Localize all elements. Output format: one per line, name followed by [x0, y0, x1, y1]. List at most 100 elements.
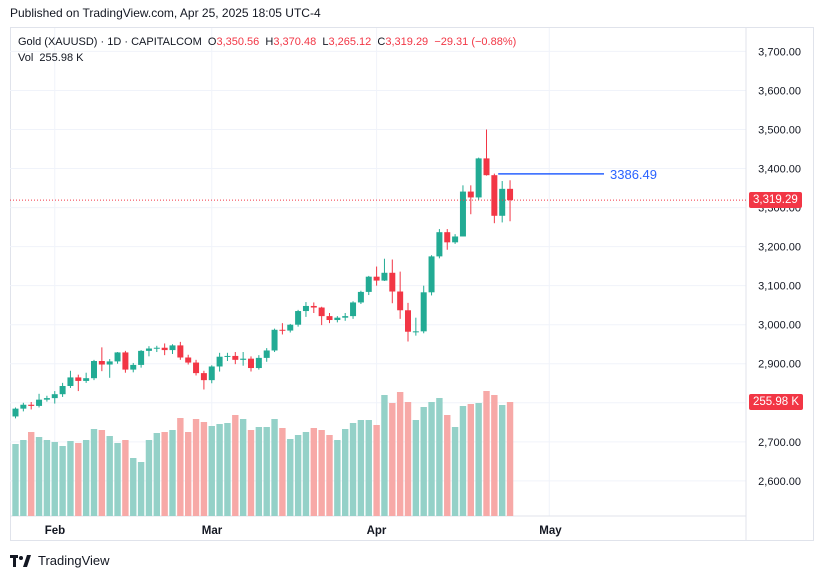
volume-bar — [224, 423, 231, 516]
y-tick-label: 3,200.00 — [758, 242, 801, 254]
candle-body — [412, 331, 419, 333]
candle-body — [373, 276, 380, 281]
candle-body — [459, 191, 466, 237]
high-value: 3,370.48 — [273, 36, 317, 48]
low-value: 3,265.12 — [328, 36, 372, 48]
volume-bar — [483, 391, 490, 516]
volume-bar — [106, 436, 113, 516]
candle-body — [491, 175, 498, 216]
volume-bar — [82, 440, 90, 516]
volume-legend: Vol 255.98 K — [18, 52, 83, 64]
chart-frame — [10, 27, 814, 541]
candle-body — [28, 404, 35, 406]
candle-body — [145, 348, 152, 351]
volume-bar — [161, 432, 168, 516]
candle-body — [130, 364, 137, 370]
volume-bar — [192, 419, 200, 516]
candle-body — [499, 188, 506, 216]
candle-body — [98, 361, 105, 365]
candle-body — [279, 329, 286, 331]
x-axis: Feb Mar Apr May — [45, 525, 563, 537]
candle-body — [169, 345, 176, 351]
volume-bar — [43, 440, 51, 516]
candle-body — [310, 305, 317, 308]
volume-bar — [255, 427, 263, 516]
volume-bar — [373, 425, 380, 516]
candle-body — [397, 291, 404, 311]
volume-tag: 255.98 K — [749, 394, 804, 410]
open-key: O — [207, 36, 217, 48]
volume-bar — [169, 430, 176, 516]
candle-body — [122, 352, 129, 370]
volume-bar — [302, 432, 310, 516]
volume-bar — [389, 403, 396, 516]
volume-bar — [208, 426, 215, 516]
candle-body — [357, 291, 364, 303]
volume-bar — [475, 403, 482, 516]
candle-body — [138, 350, 145, 365]
candle-body — [20, 404, 27, 409]
symbol-label: Gold (XAUUSD) · 1D · CAPITALCOM — [18, 36, 202, 48]
volume-bar — [506, 402, 514, 516]
candle-body — [271, 329, 278, 351]
close-key: C — [377, 36, 386, 48]
volume-bar — [310, 428, 317, 516]
candle-body — [318, 307, 325, 317]
candle-body — [240, 358, 247, 360]
candle-body — [507, 188, 514, 201]
close-value: 3,319.29 — [385, 36, 429, 48]
published-info: Published on TradingView.com, Apr 25, 20… — [10, 6, 321, 20]
volume-bar — [318, 430, 325, 516]
volume-bar — [122, 440, 129, 516]
candle-body — [475, 158, 482, 198]
volume-bar — [365, 420, 372, 516]
volume-bar — [145, 440, 153, 516]
candle-body — [365, 276, 372, 292]
candle-body — [36, 399, 43, 406]
candle-body — [114, 352, 121, 362]
volume-bar — [326, 435, 333, 516]
volume-bar — [444, 415, 451, 516]
candle-body — [232, 355, 239, 360]
y-axis: 3,700.003,600.003,500.003,400.003,300.00… — [758, 46, 801, 487]
overlays: 3386.49 — [10, 167, 746, 201]
ohlc-legend: Gold (XAUUSD) · 1D · CAPITALCOM O3,350.5… — [18, 36, 516, 48]
volume-bar — [12, 444, 19, 516]
candle-body — [153, 347, 160, 349]
candle-body — [255, 357, 262, 369]
volume-bar — [342, 429, 349, 516]
volume-bar — [114, 443, 121, 516]
candle-body — [59, 385, 66, 395]
candle-body — [75, 377, 82, 381]
candle-body — [161, 347, 168, 351]
low-key: L — [322, 36, 329, 48]
tradingview-logo-icon — [10, 554, 31, 567]
candle-body — [381, 272, 388, 281]
candle-body — [43, 398, 50, 400]
volume-bar — [428, 402, 435, 516]
volume-bar — [396, 392, 404, 516]
candle-body — [452, 236, 459, 243]
candle-body — [444, 232, 451, 243]
footer-brand[interactable]: TradingView — [10, 553, 110, 568]
candle-body — [405, 310, 411, 332]
volume-bar — [287, 439, 294, 516]
x-tick-label: Feb — [45, 525, 65, 537]
x-tick-label: Apr — [367, 525, 387, 537]
volume-bar — [334, 440, 341, 516]
volume-bar — [137, 462, 145, 516]
volume-bar — [216, 424, 223, 516]
candle-body — [326, 316, 333, 321]
volume-bar — [436, 398, 443, 516]
candle-body — [208, 366, 215, 381]
volume-bar — [294, 435, 302, 516]
candle-body — [91, 361, 97, 379]
volume-bar — [232, 415, 239, 516]
volume-bar — [357, 420, 365, 516]
volume-bar — [130, 458, 137, 516]
volume-bar — [412, 420, 420, 516]
volume-bar — [459, 406, 467, 516]
volume-bar — [35, 437, 43, 516]
candle-body — [216, 356, 223, 367]
